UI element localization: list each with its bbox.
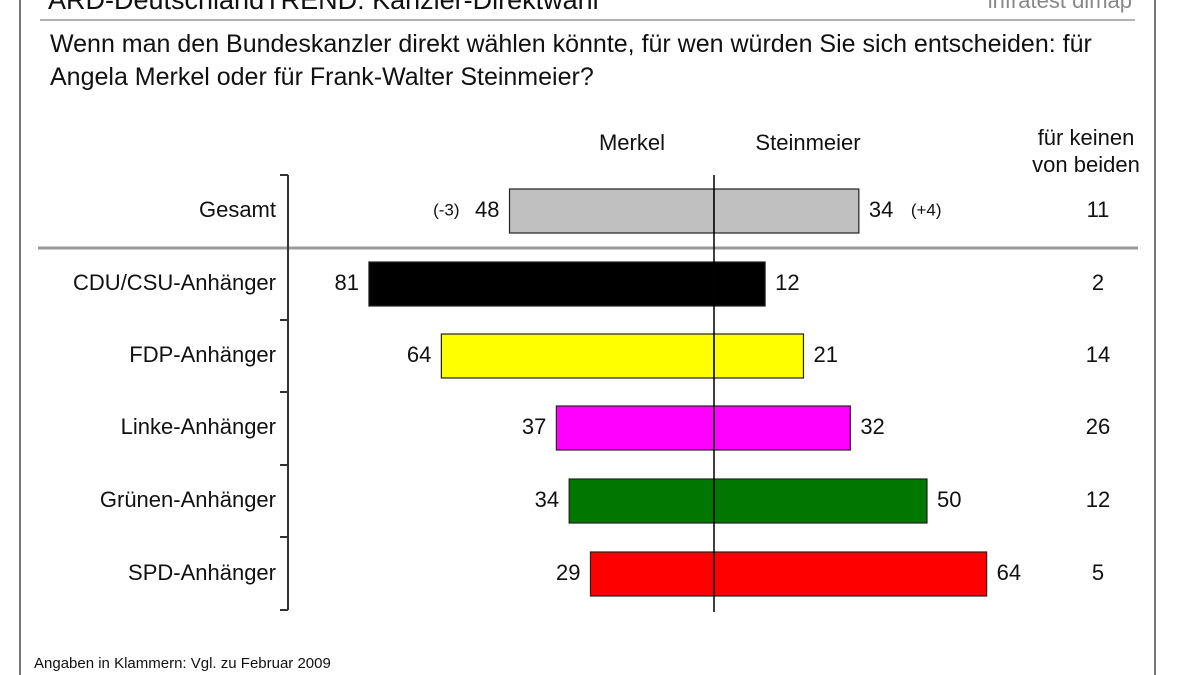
bar — [589, 551, 715, 597]
category-label: FDP-Anhänger — [129, 342, 276, 367]
bar — [440, 333, 715, 379]
bar — [368, 261, 715, 307]
value-label: 81 — [334, 270, 358, 295]
category-label: Grünen-Anhänger — [100, 487, 276, 512]
bar — [713, 333, 805, 379]
chart-title: ARD-DeutschlandTREND: Kanzler-Direktwahl — [48, 0, 599, 15]
value-label: 50 — [937, 487, 961, 512]
legend-label: Steinmeier — [755, 130, 860, 155]
value-label: 12 — [1086, 487, 1110, 512]
value-label: 14 — [1086, 342, 1110, 367]
annotation: (+4) — [911, 200, 942, 219]
bar — [713, 551, 988, 597]
value-label: 64 — [407, 342, 431, 367]
frame — [19, 0, 1156, 675]
bar — [555, 405, 715, 451]
subtitle: Wenn man den Bundeskanzler direkt wählen… — [50, 30, 1092, 91]
note: Angaben in Klammern: Vgl. zu Februar 200… — [34, 655, 331, 672]
category-label: Linke-Anhänger — [121, 414, 276, 439]
value-label: 12 — [775, 270, 799, 295]
column-header: für keinen von beiden — [1032, 125, 1140, 177]
value-label: 21 — [813, 342, 837, 367]
bar — [568, 478, 715, 524]
value-label: 11 — [1087, 197, 1110, 222]
source: infratest dimap — [988, 0, 1132, 13]
bar — [713, 478, 928, 524]
value-label: 2 — [1092, 270, 1104, 295]
bar — [713, 405, 851, 451]
value-label: 5 — [1092, 560, 1104, 585]
bar — [508, 188, 715, 234]
bar — [713, 188, 860, 234]
bar — [713, 261, 766, 307]
category-label: SPD-Anhänger — [128, 560, 276, 585]
value-label: 48 — [475, 197, 499, 222]
value-label: 29 — [556, 560, 580, 585]
value-label: 32 — [860, 414, 884, 439]
category-label: CDU/CSU-Anhänger — [73, 270, 276, 295]
value-label: 34 — [535, 487, 559, 512]
value-label: 37 — [522, 414, 546, 439]
value-label: 34 — [869, 197, 893, 222]
value-label: 26 — [1086, 414, 1110, 439]
legend-label: Merkel — [599, 130, 665, 155]
value-label: 64 — [997, 560, 1021, 585]
annotation: (-3) — [433, 200, 459, 219]
category-label: Gesamt — [199, 197, 276, 222]
